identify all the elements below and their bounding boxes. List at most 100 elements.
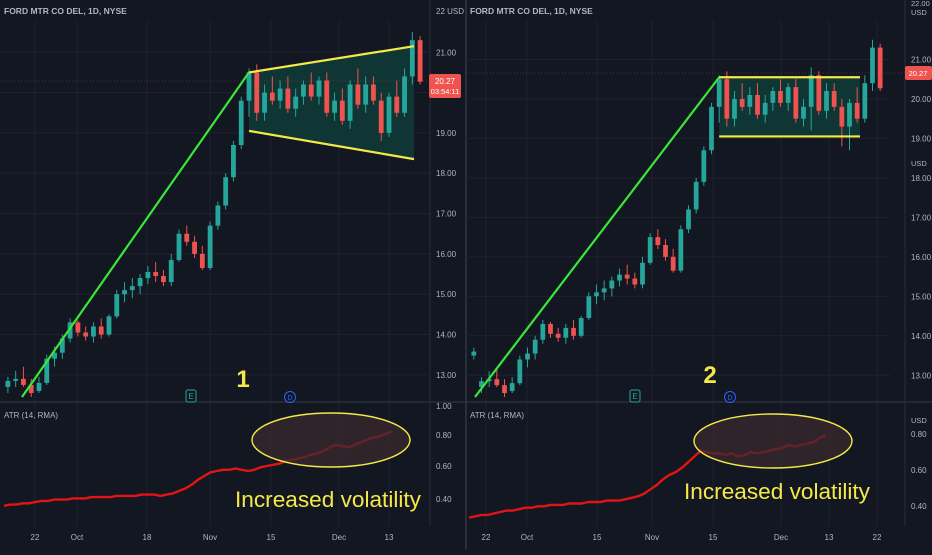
candle-body — [21, 378, 26, 385]
candle-body — [409, 40, 415, 77]
candle-body — [153, 272, 159, 277]
candle-body — [739, 98, 745, 107]
channel-lower-line — [248, 129, 415, 161]
candle-body — [870, 47, 875, 84]
candle-body — [176, 233, 182, 260]
candle-body — [184, 233, 190, 242]
panel-2-atr-currency-label: USD — [911, 416, 927, 425]
candle-body — [378, 100, 384, 133]
candle-body — [13, 378, 19, 381]
candle-body — [122, 290, 127, 295]
candle-body — [632, 278, 638, 285]
panel-1-earnings-marker[interactable] — [185, 389, 197, 403]
candle-body — [161, 276, 166, 283]
candle-body — [617, 274, 622, 281]
price-tick-label: 19.00 — [911, 134, 932, 143]
candle-body — [479, 381, 484, 388]
candle-body — [785, 87, 791, 103]
candle-body — [332, 100, 337, 113]
channel-upper-line — [248, 45, 415, 74]
time-tick-label: 22 — [873, 533, 882, 542]
atr-tick-label: 1.00 — [436, 402, 452, 411]
candle-body — [586, 296, 592, 319]
candle-body — [532, 339, 538, 354]
candle-body — [238, 100, 244, 145]
candle-body — [609, 280, 615, 289]
candle-body — [571, 327, 576, 336]
candle-body — [655, 237, 661, 245]
candle-body — [517, 359, 523, 384]
panel-2-background — [466, 0, 932, 550]
time-tick-label: 13 — [385, 533, 394, 542]
price-tick-label: 18.00 — [436, 169, 457, 178]
candle-body — [59, 338, 65, 353]
price-tick-label: 15.00 — [911, 292, 932, 301]
atr-tick-label: 0.60 — [436, 462, 452, 471]
candle-body — [129, 286, 135, 291]
panel-1-channel-fill — [249, 46, 414, 160]
candle-body — [215, 205, 221, 226]
candle-body — [106, 316, 112, 335]
candle-body — [114, 294, 120, 317]
candle-body — [36, 382, 42, 391]
atr-tick-label: 0.40 — [436, 495, 452, 504]
time-tick-label: 22 — [31, 533, 40, 542]
panel-1-atr-axis: 1.00 0.80 0.60 0.40 — [436, 402, 452, 504]
candle-body — [98, 326, 104, 335]
candle-body — [254, 72, 260, 113]
candle-body — [793, 87, 799, 119]
panel-2-dividend-marker[interactable] — [724, 391, 736, 403]
candle-body — [293, 96, 299, 109]
candle-body — [386, 96, 392, 133]
panel-2-earnings-marker[interactable] — [629, 389, 641, 403]
candle-body — [816, 75, 822, 111]
candle-body — [862, 83, 868, 119]
candle-body — [548, 323, 553, 334]
candle-body — [509, 383, 515, 392]
price-tick-label: 21.00 — [436, 48, 457, 57]
atr-tick-label: 0.40 — [911, 502, 927, 511]
candle-body — [808, 75, 814, 107]
candle-body — [308, 84, 314, 97]
candle-body — [686, 209, 691, 230]
candle-body — [44, 358, 50, 383]
panel-1-volatility-ellipse — [251, 412, 411, 468]
candle-body — [137, 278, 143, 287]
candle-body — [28, 384, 34, 393]
uptrend-line — [21, 71, 250, 398]
price-tick-label: 14.00 — [436, 331, 457, 340]
time-tick-label: Nov — [645, 533, 659, 542]
candle-body — [701, 150, 707, 182]
candle-body — [223, 177, 229, 206]
candle-body — [199, 253, 205, 268]
candle-body — [347, 84, 353, 121]
panel-1-dividend-marker[interactable] — [284, 391, 296, 403]
panel-2-currency-label: USD — [911, 8, 927, 17]
candle-body — [262, 92, 267, 113]
panel-1-time-axis: 22 Oct 18 Nov 15 Dec 13 — [31, 533, 394, 542]
candle-body — [847, 102, 852, 127]
candle-body — [778, 91, 783, 103]
time-tick-label: Nov — [203, 533, 217, 542]
candle-body — [207, 225, 213, 268]
time-tick-label: 15 — [593, 533, 602, 542]
candle-body — [640, 262, 645, 285]
price-tick-label: 17.00 — [911, 213, 932, 222]
panel-1-number-label: 1 — [236, 366, 249, 393]
price-tick-label: 13.00 — [436, 371, 457, 380]
panel-2-top-price: 22.00 — [911, 0, 930, 8]
candle-body — [801, 106, 806, 119]
candle-body — [417, 40, 423, 82]
price-tick-label: 21.00 — [911, 55, 932, 64]
price-tick-label: 19.00 — [436, 129, 457, 138]
price-tick-label: 13.00 — [911, 371, 932, 380]
time-tick-label: Dec — [774, 533, 788, 542]
candle-body — [75, 322, 81, 333]
panel-1-price-tag-value: 20.27 — [435, 77, 456, 86]
panel-1-symbol-label: FORD MTR CO DEL, 1D, NYSE — [4, 6, 127, 16]
panel-2-price-tag — [905, 66, 932, 80]
candle-body — [285, 88, 291, 109]
panel-2-price-tag-value: 20.27 — [909, 69, 928, 78]
candle-body — [663, 245, 668, 257]
panel-2-atr-label: ATR (14, RMA) — [470, 411, 524, 420]
